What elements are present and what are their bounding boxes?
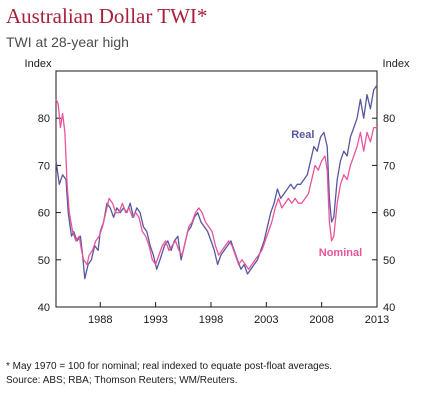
plot-frame (55, 70, 378, 308)
series-line-nominal (55, 99, 377, 270)
chart-title: Australian Dollar TWI* (6, 4, 208, 28)
y-axis-unit-left: Index (25, 58, 52, 70)
y-tick-label-left: 80 (38, 113, 50, 125)
series-label-real: Real (291, 129, 314, 141)
y-tick-label-left: 50 (38, 255, 50, 267)
y-tick-label-left: 70 (38, 160, 50, 172)
y-tick-label-left: 60 (38, 208, 50, 220)
y-axis-unit-right: Index (383, 58, 410, 70)
chart-ticks: Index Index 40 40 50 50 60 60 70 70 80 80 1988 1993 19… (25, 58, 410, 326)
chart-axes (55, 70, 378, 308)
series-label-nominal: Nominal (319, 247, 362, 259)
x-tick-label: 2013 (365, 314, 389, 326)
chart-labels: Real Nominal (291, 129, 362, 259)
y-tick-label-right: 70 (383, 160, 395, 172)
y-tick-label-right: 40 (383, 302, 395, 314)
y-tick-label-right: 60 (383, 208, 395, 220)
chart-series (55, 84, 378, 280)
y-tick-label-right: 80 (383, 113, 395, 125)
chart-subtitle: TWI at 28-year high (6, 34, 129, 50)
footnote: * May 1970 = 100 for nominal; real index… (6, 361, 333, 372)
x-tick-label: 2008 (309, 314, 333, 326)
source-note: Source: ABS; RBA; Thomson Reuters; WM/Re… (6, 375, 238, 386)
y-tick-label-right: 50 (383, 255, 395, 267)
x-tick-label: 2003 (254, 314, 278, 326)
y-tick-label-left: 40 (38, 302, 50, 314)
x-tick-label: 1988 (88, 314, 112, 326)
x-tick-label: 1993 (143, 314, 167, 326)
x-tick-label: 1998 (199, 314, 223, 326)
chart-notes: * May 1970 = 100 for nominal; real index… (6, 360, 332, 388)
